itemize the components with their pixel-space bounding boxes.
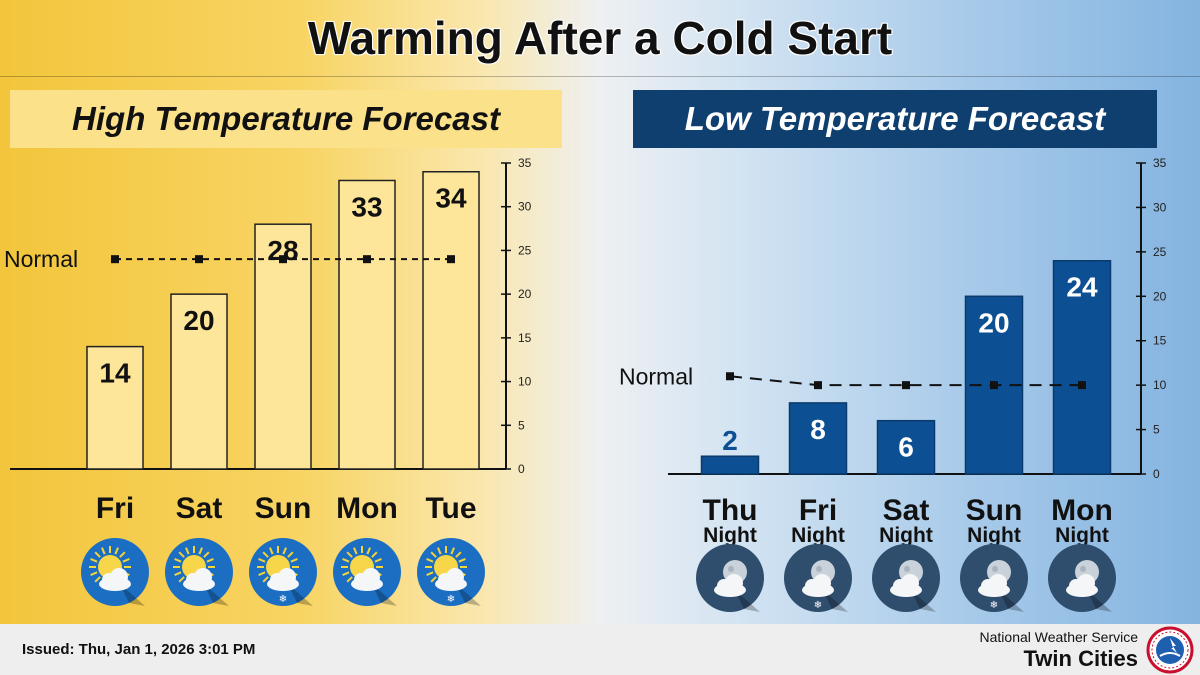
normal-marker xyxy=(363,255,371,264)
partly-sunny-icon xyxy=(165,538,233,606)
normal-marker xyxy=(902,381,910,390)
category-label: Sun xyxy=(966,494,1023,527)
y-tick-label: 30 xyxy=(1153,200,1167,214)
category-label: Mon xyxy=(336,492,398,525)
category-sublabel: Night xyxy=(879,524,933,547)
footer: Issued: Thu, Jan 1, 2026 3:01 PM Nationa… xyxy=(0,624,1200,675)
title-bar: Warming After a Cold Start xyxy=(0,0,1200,77)
partly-sunny-icon xyxy=(333,538,401,606)
y-tick-label: 15 xyxy=(518,331,532,345)
office-line2: Twin Cities xyxy=(1023,646,1139,671)
bar-sun xyxy=(254,223,312,470)
value-label: 28 xyxy=(267,235,298,266)
normal-marker xyxy=(814,381,822,390)
y-axis: 0 5 10 15 20 25 30 35 xyxy=(501,156,532,476)
high-chart-title: High Temperature Forecast xyxy=(10,90,562,148)
y-tick-label: 25 xyxy=(1153,245,1167,259)
partly-sunny-snow-icon: ❄ xyxy=(249,538,317,606)
low-chart-title: Low Temperature Forecast xyxy=(633,90,1157,148)
category-label: Mon xyxy=(1051,494,1113,527)
bar-mon xyxy=(1052,259,1112,475)
y-tick-label: 35 xyxy=(1153,156,1167,170)
y-tick-label: 20 xyxy=(1153,289,1167,303)
bar-fri xyxy=(788,402,848,475)
y-tick-label: 10 xyxy=(518,375,532,389)
value-label: 8 xyxy=(810,414,826,445)
y-tick-label: 15 xyxy=(1153,334,1167,348)
value-label: 33 xyxy=(351,191,382,222)
normal-label: Normal xyxy=(619,363,693,389)
bar-thu xyxy=(700,455,760,475)
category-label: Sat xyxy=(176,492,223,525)
normal-marker xyxy=(1078,381,1086,390)
high-temperature-chart: 0 5 10 15 20 25 30 35 Normal 14 20 28 33 34 Fri Sat Sun ❄… xyxy=(4,156,532,606)
normal-marker xyxy=(195,255,203,264)
category-label: Tue xyxy=(425,492,476,525)
office-name: National Weather Service Twin Cities xyxy=(980,629,1138,672)
category-label: Fri xyxy=(96,492,134,525)
nws-logo-icon xyxy=(1146,626,1194,674)
page-title: Warming After a Cold Start xyxy=(307,12,893,64)
value-label: 34 xyxy=(435,183,467,214)
y-tick-label: 20 xyxy=(518,287,532,301)
category-label: Fri xyxy=(799,494,837,527)
bar-mon xyxy=(338,179,396,470)
partly-sunny-icon xyxy=(81,538,149,606)
y-tick-label: 0 xyxy=(1153,467,1160,481)
value-label: 20 xyxy=(183,305,214,336)
partly-cloudy-night-icon xyxy=(872,544,940,612)
svg-text:❄: ❄ xyxy=(814,600,822,611)
normal-label: Normal xyxy=(4,246,78,272)
bar-tue xyxy=(422,170,480,470)
value-label: 2 xyxy=(722,425,738,456)
category-label: Sun xyxy=(255,492,312,525)
bar-sat xyxy=(170,293,228,470)
cloudy-night-snow-icon: ❄ xyxy=(960,544,1028,612)
svg-text:❄: ❄ xyxy=(279,594,287,605)
value-label: 20 xyxy=(978,307,1009,338)
office-line1: National Weather Service xyxy=(979,629,1138,645)
cloudy-night-snow-icon: ❄ xyxy=(784,544,852,612)
y-tick-label: 10 xyxy=(1153,378,1167,392)
y-tick-label: 5 xyxy=(518,418,525,432)
category-sublabel: Night xyxy=(1055,524,1109,547)
y-tick-label: 5 xyxy=(1153,423,1160,437)
category-label: Sat xyxy=(883,494,930,527)
y-axis: 0 5 10 15 20 25 30 35 xyxy=(1136,156,1167,481)
category-label: Thu xyxy=(703,494,758,527)
category-sublabel: Night xyxy=(791,524,845,547)
y-tick-label: 30 xyxy=(518,200,532,214)
bar-sat xyxy=(876,419,936,475)
issued-timestamp: Issued: Thu, Jan 1, 2026 3:01 PM xyxy=(22,641,256,658)
normal-marker xyxy=(279,255,287,264)
svg-text:❄: ❄ xyxy=(447,594,455,605)
svg-text:❄: ❄ xyxy=(990,600,998,611)
value-label: 6 xyxy=(898,432,914,463)
value-label: 14 xyxy=(99,358,131,389)
value-label: 24 xyxy=(1066,272,1098,303)
y-tick-label: 0 xyxy=(518,462,525,476)
cloudy-night-icon xyxy=(1048,544,1116,612)
partly-cloudy-night-icon xyxy=(696,544,764,612)
bar-fri xyxy=(86,345,144,470)
normal-marker xyxy=(447,255,455,264)
category-sublabel: Night xyxy=(703,524,757,547)
normal-marker xyxy=(990,381,998,390)
y-tick-label: 25 xyxy=(518,243,532,257)
partly-sunny-snow-icon: ❄ xyxy=(417,538,485,606)
normal-marker xyxy=(111,255,119,264)
normal-marker xyxy=(726,372,734,381)
y-tick-label: 35 xyxy=(518,156,532,170)
category-sublabel: Night xyxy=(967,524,1021,547)
